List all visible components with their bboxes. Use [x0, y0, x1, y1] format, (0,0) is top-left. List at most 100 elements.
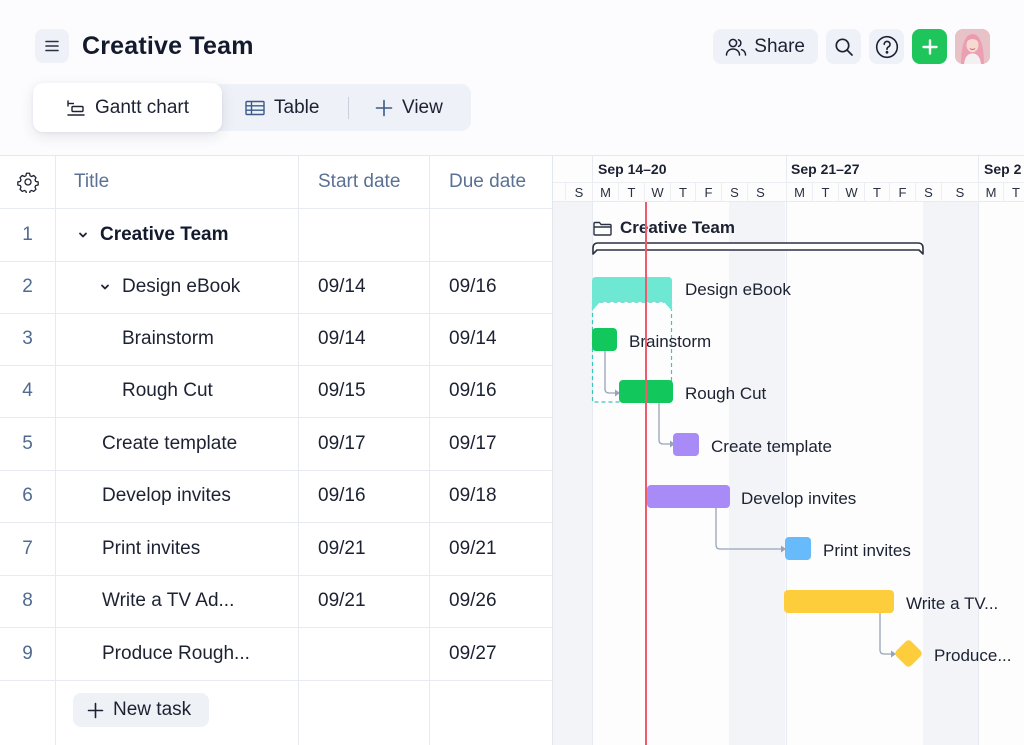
day-cell: T	[864, 183, 889, 202]
day-cell: M	[592, 183, 618, 202]
share-button[interactable]: Share	[713, 29, 818, 64]
tab-label: Table	[274, 96, 320, 118]
group-label[interactable]: Creative Team	[593, 218, 735, 238]
column-header-title[interactable]: Title	[74, 171, 110, 192]
search-button[interactable]	[826, 29, 861, 64]
table-row[interactable]: 1 Creative Team	[0, 209, 552, 262]
column-divider	[298, 156, 299, 745]
task-bar-create-template[interactable]	[673, 433, 699, 456]
gantt-timeline[interactable]: Sep 14–20 Sep 21–27 Sep 2 S M T W T F S …	[552, 155, 1024, 745]
column-header-start-date[interactable]: Start date	[318, 171, 401, 192]
week-divider	[978, 156, 979, 745]
day-cell: S	[915, 183, 941, 202]
row-number: 3	[22, 328, 33, 349]
row-start-date[interactable]: 09/17	[318, 433, 366, 454]
table-row[interactable]: 2 Design eBook 09/14 09/16	[0, 261, 552, 314]
task-bar-write-tv-ad[interactable]	[784, 590, 894, 613]
settings-button[interactable]	[0, 156, 55, 208]
tab-divider	[348, 97, 349, 119]
table-row[interactable]: 8 Write a TV Ad... 09/21 09/26	[0, 575, 552, 628]
column-divider	[429, 156, 430, 745]
task-bar-print-invites[interactable]	[785, 537, 811, 560]
chevron-down-icon[interactable]	[100, 282, 110, 292]
day-cell: T	[618, 183, 644, 202]
table-row[interactable]: 9 Produce Rough... 09/27	[0, 628, 552, 681]
row-number: 9	[22, 643, 33, 664]
folder-icon	[593, 221, 612, 236]
day-cell: T	[670, 183, 695, 202]
row-title[interactable]: Print invites	[102, 538, 201, 559]
header-actions: Share	[713, 29, 990, 64]
row-title[interactable]: Rough Cut	[122, 380, 213, 401]
row-number: 8	[22, 590, 33, 611]
row-title[interactable]: Create template	[102, 433, 238, 454]
day-cell: T	[812, 183, 838, 202]
add-view-button[interactable]: View	[375, 84, 443, 131]
row-title[interactable]: Write a TV Ad...	[102, 590, 235, 611]
task-bar-brainstorm[interactable]	[592, 328, 617, 351]
view-tabs: Gantt chart Table View	[33, 83, 471, 132]
new-task-button[interactable]: New task	[73, 693, 210, 727]
row-due-date[interactable]: 09/26	[449, 590, 497, 611]
row-start-date[interactable]: 09/16	[318, 485, 366, 506]
weekend-shade	[923, 202, 978, 745]
gantt-icon	[66, 99, 86, 117]
row-due-date[interactable]: 09/27	[449, 643, 497, 664]
menu-button[interactable]	[35, 29, 69, 63]
row-start-date[interactable]: 09/14	[318, 276, 366, 297]
row-due-date[interactable]: 09/14	[449, 328, 497, 349]
help-button[interactable]	[869, 29, 904, 64]
row-title[interactable]: Design eBook	[56, 261, 298, 313]
chevron-down-icon[interactable]	[78, 230, 88, 240]
row-start-date[interactable]: 09/21	[318, 590, 366, 611]
row-due-date[interactable]: 09/18	[449, 485, 497, 506]
week-divider	[786, 156, 787, 745]
user-avatar[interactable]	[955, 29, 990, 64]
tab-label: Gantt chart	[95, 96, 189, 118]
row-title[interactable]: Develop invites	[102, 485, 231, 506]
task-bar-develop-invites[interactable]	[647, 485, 730, 508]
table-row[interactable]: 4 Rough Cut 09/15 09/16	[0, 365, 552, 418]
day-cell: W	[644, 183, 670, 202]
day-cell: S	[565, 183, 592, 202]
table-row[interactable]: 7 Print invites 09/21 09/21	[0, 523, 552, 576]
add-button[interactable]	[912, 29, 947, 64]
table-row[interactable]: 6 Develop invites 09/16 09/18	[0, 470, 552, 523]
tab-gantt-chart[interactable]: Gantt chart	[33, 83, 222, 132]
row-title[interactable]: Brainstorm	[122, 328, 214, 349]
row-title[interactable]: Creative Team	[56, 209, 298, 261]
row-start-date[interactable]: 09/21	[318, 538, 366, 559]
search-icon	[834, 37, 854, 57]
row-number: 2	[22, 276, 33, 297]
bar-label: Rough Cut	[685, 384, 767, 403]
row-start-date[interactable]: 09/15	[318, 380, 366, 401]
plus-icon	[87, 702, 104, 719]
bar-label: Produce...	[934, 646, 1012, 665]
row-title-text: Design eBook	[122, 276, 241, 297]
weekend-shade	[729, 202, 785, 745]
bar-label: Brainstorm	[629, 332, 712, 351]
bar-label: Create template	[711, 437, 832, 456]
row-number: 6	[22, 485, 33, 506]
row-title[interactable]: Produce Rough...	[102, 643, 250, 664]
row-due-date[interactable]: 09/17	[449, 433, 497, 454]
column-header-due-date[interactable]: Due date	[449, 171, 527, 192]
row-due-date[interactable]: 09/16	[449, 380, 497, 401]
bar-label: Write a TV...	[906, 594, 999, 613]
day-cell: S	[721, 183, 747, 202]
page-title: Creative Team	[82, 32, 254, 60]
week-label: Sep 21–27	[791, 161, 860, 177]
row-due-date[interactable]: 09/21	[449, 538, 497, 559]
table-row[interactable]: 3 Brainstorm 09/14 09/14	[0, 313, 552, 366]
row-due-date[interactable]: 09/16	[449, 276, 497, 297]
summary-bar-design-ebook[interactable]	[591, 276, 673, 312]
today-marker	[645, 202, 647, 745]
row-start-date[interactable]: 09/14	[318, 328, 366, 349]
new-task-label: New task	[113, 699, 192, 720]
row-number: 4	[22, 380, 33, 401]
table-row[interactable]: 5 Create template 09/17 09/17	[0, 418, 552, 471]
day-header: S M T W T F S S M T W T F S S M T	[553, 182, 1024, 202]
task-table: Title Start date Due date 1 Creative Tea…	[0, 155, 552, 745]
tab-table[interactable]: Table	[245, 84, 319, 131]
weekend-shade	[553, 202, 592, 745]
